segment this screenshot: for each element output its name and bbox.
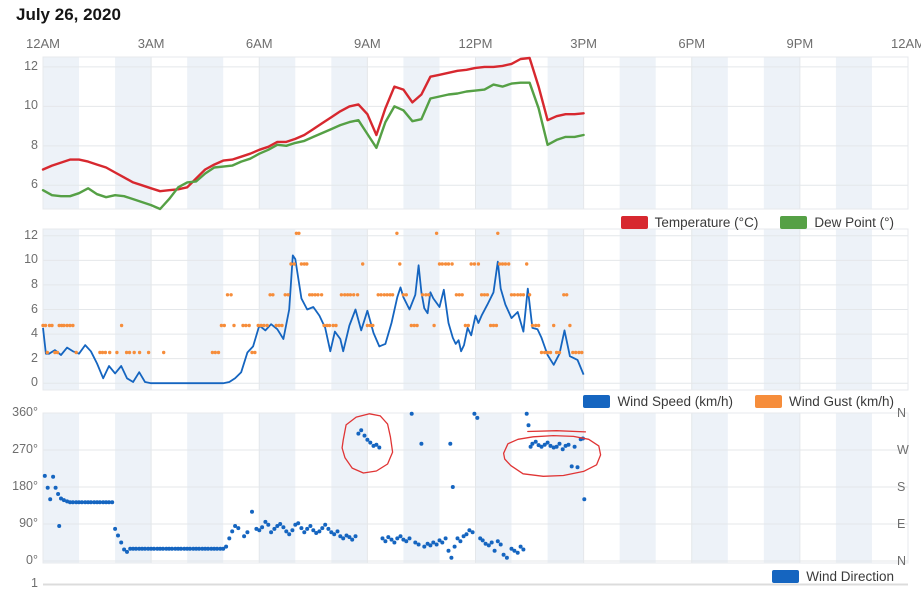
hour-band (619, 413, 656, 563)
x-axis-label: 3AM (137, 36, 165, 51)
hour-band (115, 413, 152, 563)
hour-band (403, 413, 440, 563)
hour-band (187, 57, 224, 209)
wind-speed-line (42, 254, 585, 385)
hour-band (835, 57, 872, 209)
hour-band (763, 57, 800, 209)
y-tick-label: 6 (31, 177, 38, 192)
hour-band (43, 57, 80, 209)
y-tick-label: 12 (24, 227, 38, 242)
legend-label: Dew Point (°) (814, 214, 894, 230)
compass-label: W (897, 442, 909, 457)
y-tick-label: 12 (24, 58, 38, 73)
x-axis-label: 12AM (26, 36, 60, 51)
temperature-swatch-icon (620, 215, 648, 229)
legend-wind-chart: Wind Speed (km/h) Wind Gust (km/h) (583, 393, 894, 409)
y-tick-label: 180° (12, 478, 38, 493)
y-tick-label: 2 (31, 350, 38, 365)
legend-item-wind-speed[interactable]: Wind Speed (km/h) (583, 394, 733, 409)
hour-band (547, 413, 584, 563)
dew-point-swatch-icon (780, 215, 808, 229)
temperature-line (41, 56, 585, 193)
y-tick-label: 6 (31, 301, 38, 316)
hour-band (619, 57, 656, 209)
legend-direction-chart: Wind Direction (772, 568, 894, 584)
wind-gust-swatch-icon (754, 394, 782, 408)
legend-item-dew-point[interactable]: Dew Point (°) (780, 215, 894, 230)
page-title: July 26, 2020 (16, 5, 121, 24)
x-axis-label: 6AM (245, 36, 273, 51)
legend-temperature-chart: Temperature (°C) Dew Point (°) (620, 214, 894, 230)
legend-label: Temperature (°C) (654, 214, 759, 230)
wind-direction-swatch-icon (772, 569, 800, 583)
hour-band (403, 57, 440, 209)
x-axis-label: 12AM (891, 36, 921, 51)
legend-label: Wind Direction (806, 568, 894, 584)
y-tick-label: 360° (12, 405, 38, 419)
legend-label: Wind Gust (km/h) (788, 393, 894, 409)
hour-band (691, 57, 728, 209)
dew-point-line (41, 81, 585, 211)
hour-band (835, 413, 872, 563)
y-tick-label: 8 (31, 276, 38, 291)
legend-item-temperature[interactable]: Temperature (°C) (620, 214, 759, 230)
hour-band (475, 57, 512, 209)
compass-label: N (897, 553, 907, 568)
y-tick-label: 0° (26, 552, 38, 567)
hour-band (259, 57, 296, 209)
hour-band (115, 57, 152, 209)
legend-item-wind-gust[interactable]: Wind Gust (km/h) (754, 393, 894, 409)
hour-band (691, 413, 728, 563)
x-axis-label: 3PM (570, 36, 597, 51)
y-tick-label: 10 (24, 98, 38, 113)
hour-band (187, 413, 224, 563)
hour-band (763, 413, 800, 563)
annotation-loop-1 (341, 413, 394, 474)
hour-band (331, 57, 368, 209)
x-axis-label: 6PM (678, 36, 706, 51)
hour-band (331, 413, 368, 563)
y-tick-label: 90° (19, 515, 38, 530)
temperature-plot-border (42, 56, 909, 210)
wind-direction-dots (42, 411, 587, 560)
compass-label: E (897, 516, 906, 531)
x-axis-label: 12PM (458, 36, 493, 51)
y-tick-label: 270° (12, 441, 38, 456)
y-tick-label: 10 (24, 252, 38, 267)
x-axis-label: 9PM (786, 36, 814, 51)
next-chart-y-tick: 1 (31, 576, 38, 590)
hour-band (547, 57, 584, 209)
annotation-loop-2 (502, 434, 602, 477)
compass-label: N (897, 406, 907, 420)
legend-item-wind-direction[interactable]: Wind Direction (772, 569, 894, 584)
y-tick-label: 8 (31, 137, 38, 152)
compass-label: S (897, 479, 906, 494)
y-tick-label: 0 (31, 375, 38, 390)
x-axis-label: 9AM (354, 36, 381, 51)
hour-band (259, 413, 296, 563)
y-tick-label: 4 (31, 326, 38, 341)
wind-plot-border (42, 228, 909, 391)
annotation-stroke-3 (527, 430, 587, 433)
wind-speed-swatch-icon (583, 394, 611, 408)
legend-label: Wind Speed (km/h) (617, 393, 733, 409)
wind-gust-dots (41, 231, 584, 355)
